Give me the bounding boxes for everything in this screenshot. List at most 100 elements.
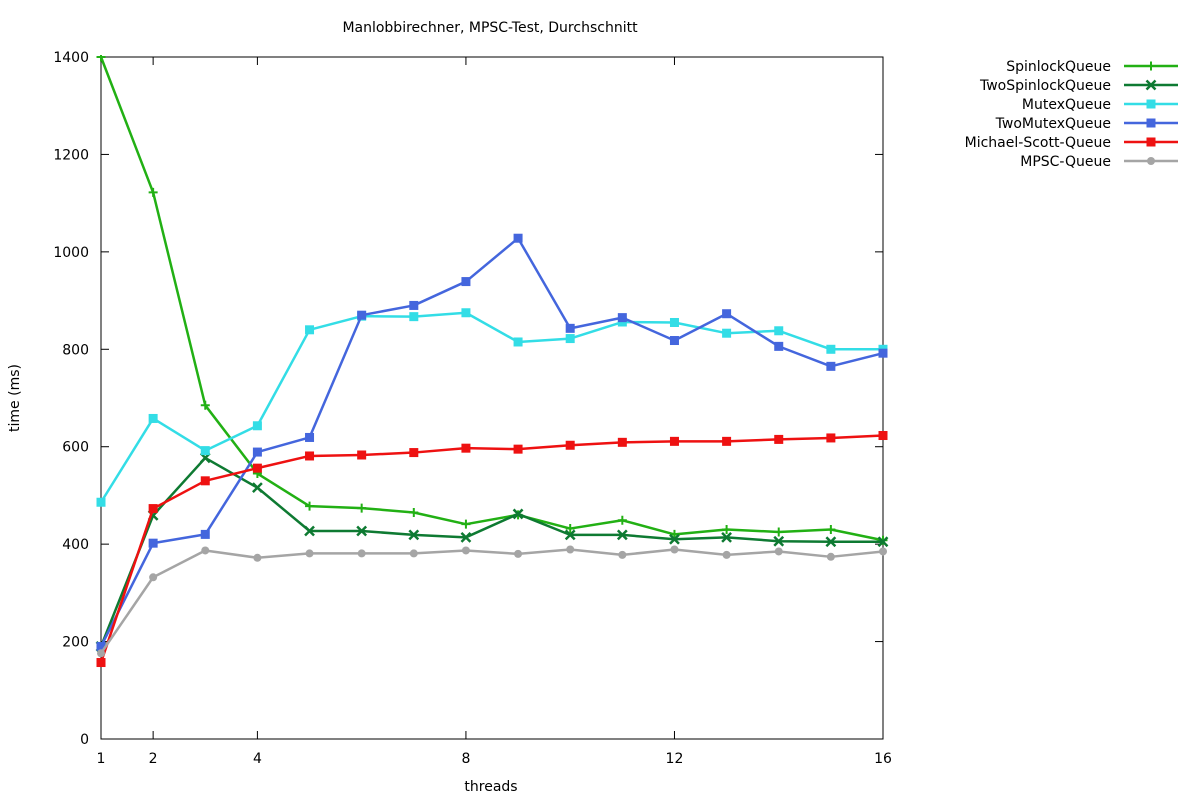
data-point-plus bbox=[409, 507, 419, 517]
data-point-plus bbox=[565, 524, 575, 534]
data-point-x bbox=[1145, 79, 1157, 91]
data-point-plus bbox=[826, 525, 836, 535]
plot-frame bbox=[100, 56, 884, 740]
y-tick-label: 200 bbox=[62, 635, 89, 651]
data-point-plus bbox=[1146, 61, 1156, 71]
x-tick-label: 16 bbox=[874, 751, 892, 767]
data-point-circle bbox=[201, 546, 210, 555]
series-line bbox=[99, 456, 883, 647]
data-point-circle bbox=[97, 649, 105, 658]
data-point-circle bbox=[305, 549, 314, 558]
data-point-circle bbox=[149, 573, 158, 582]
legend-item: Michael-Scott-Queue bbox=[965, 135, 1178, 151]
x-tick-label: 2 bbox=[149, 751, 158, 767]
data-point-square bbox=[565, 440, 575, 450]
data-point-square bbox=[461, 443, 471, 453]
series-line bbox=[99, 311, 883, 503]
data-point-x bbox=[252, 482, 263, 494]
data-point-square bbox=[513, 444, 523, 454]
data-point-plus bbox=[669, 529, 679, 539]
data-point-x bbox=[877, 536, 889, 548]
data-point-square bbox=[565, 323, 575, 333]
y-tick-label: 800 bbox=[62, 342, 89, 358]
y-tick-label: 1000 bbox=[53, 245, 89, 261]
data-point-plus bbox=[722, 525, 732, 535]
data-point-square bbox=[669, 336, 679, 346]
data-point-square bbox=[148, 538, 158, 548]
legend-label: MPSC-Queue bbox=[1020, 154, 1111, 170]
data-point-x bbox=[669, 533, 680, 545]
data-point-square bbox=[305, 325, 315, 335]
data-point-circle bbox=[409, 549, 418, 558]
data-point-plus bbox=[357, 503, 367, 513]
data-point-square bbox=[252, 463, 262, 473]
data-point-circle bbox=[253, 553, 262, 562]
data-point-plus bbox=[461, 519, 471, 529]
data-point-square bbox=[774, 434, 784, 444]
series-mpsc-queue bbox=[97, 545, 887, 658]
data-point-square bbox=[1146, 118, 1156, 128]
data-point-square bbox=[96, 497, 106, 507]
y-tick-label: 1200 bbox=[53, 147, 89, 163]
data-point-square bbox=[722, 328, 732, 338]
data-point-square bbox=[513, 337, 523, 347]
data-point-square bbox=[878, 431, 888, 441]
chart-title: Manlobbirechner, MPSC-Test, Durchschnitt bbox=[342, 20, 638, 36]
data-point-x bbox=[773, 535, 785, 547]
data-point-circle bbox=[1147, 157, 1155, 165]
series-line bbox=[99, 236, 884, 648]
data-point-square bbox=[305, 432, 315, 442]
x-tick-label: 4 bbox=[253, 751, 262, 767]
data-point-plus bbox=[200, 400, 210, 410]
legend-label: MutexQueue bbox=[1022, 97, 1111, 113]
data-point-square bbox=[617, 313, 627, 323]
data-point-square bbox=[722, 309, 732, 319]
x-tick-label: 8 bbox=[461, 751, 470, 767]
data-point-square bbox=[409, 300, 419, 310]
series-line bbox=[99, 434, 884, 663]
legend: SpinlockQueue TwoSpinlockQueue MutexQueue T… bbox=[965, 59, 1178, 170]
data-point-circle bbox=[566, 545, 575, 554]
legend-label: TwoMutexQueue bbox=[995, 116, 1111, 132]
data-point-square bbox=[669, 317, 679, 327]
data-point-square bbox=[200, 529, 210, 539]
data-point-square bbox=[565, 334, 575, 344]
data-point-square bbox=[878, 348, 888, 358]
data-point-x bbox=[564, 529, 576, 541]
y-tick-label: 600 bbox=[62, 440, 89, 456]
data-point-circle bbox=[670, 545, 679, 554]
data-point-square bbox=[1146, 99, 1156, 109]
data-point-square bbox=[1146, 137, 1156, 147]
data-point-plus bbox=[774, 527, 784, 537]
data-point-plus bbox=[305, 501, 315, 511]
y-tick-label: 1400 bbox=[53, 50, 89, 66]
data-point-square bbox=[617, 437, 627, 447]
data-point-square bbox=[357, 450, 367, 460]
series-layer bbox=[95, 55, 889, 668]
y-tick-label: 400 bbox=[62, 537, 89, 553]
data-point-square bbox=[252, 421, 262, 431]
data-point-square bbox=[96, 641, 106, 651]
legend-item: MPSC-Queue bbox=[1020, 154, 1178, 170]
data-point-plus bbox=[617, 515, 627, 525]
legend-item: TwoSpinlockQueue bbox=[979, 78, 1178, 94]
data-point-square bbox=[200, 446, 210, 456]
y-axis-label: time (ms) bbox=[7, 364, 23, 432]
data-point-x bbox=[825, 536, 837, 548]
data-point-x bbox=[356, 525, 368, 537]
data-point-x bbox=[460, 531, 472, 543]
y-tick-label: 0 bbox=[80, 732, 89, 748]
data-point-square bbox=[200, 476, 210, 486]
series-mutexqueue bbox=[96, 308, 888, 507]
x-tick-label: 1 bbox=[97, 751, 106, 767]
series-line bbox=[99, 56, 884, 542]
data-point-circle bbox=[618, 550, 627, 559]
data-point-circle bbox=[461, 546, 470, 555]
series-twomutexqueue bbox=[96, 233, 888, 651]
data-point-circle bbox=[774, 547, 783, 556]
data-point-square bbox=[461, 308, 471, 318]
data-point-square bbox=[409, 312, 419, 322]
data-point-x bbox=[304, 525, 315, 537]
